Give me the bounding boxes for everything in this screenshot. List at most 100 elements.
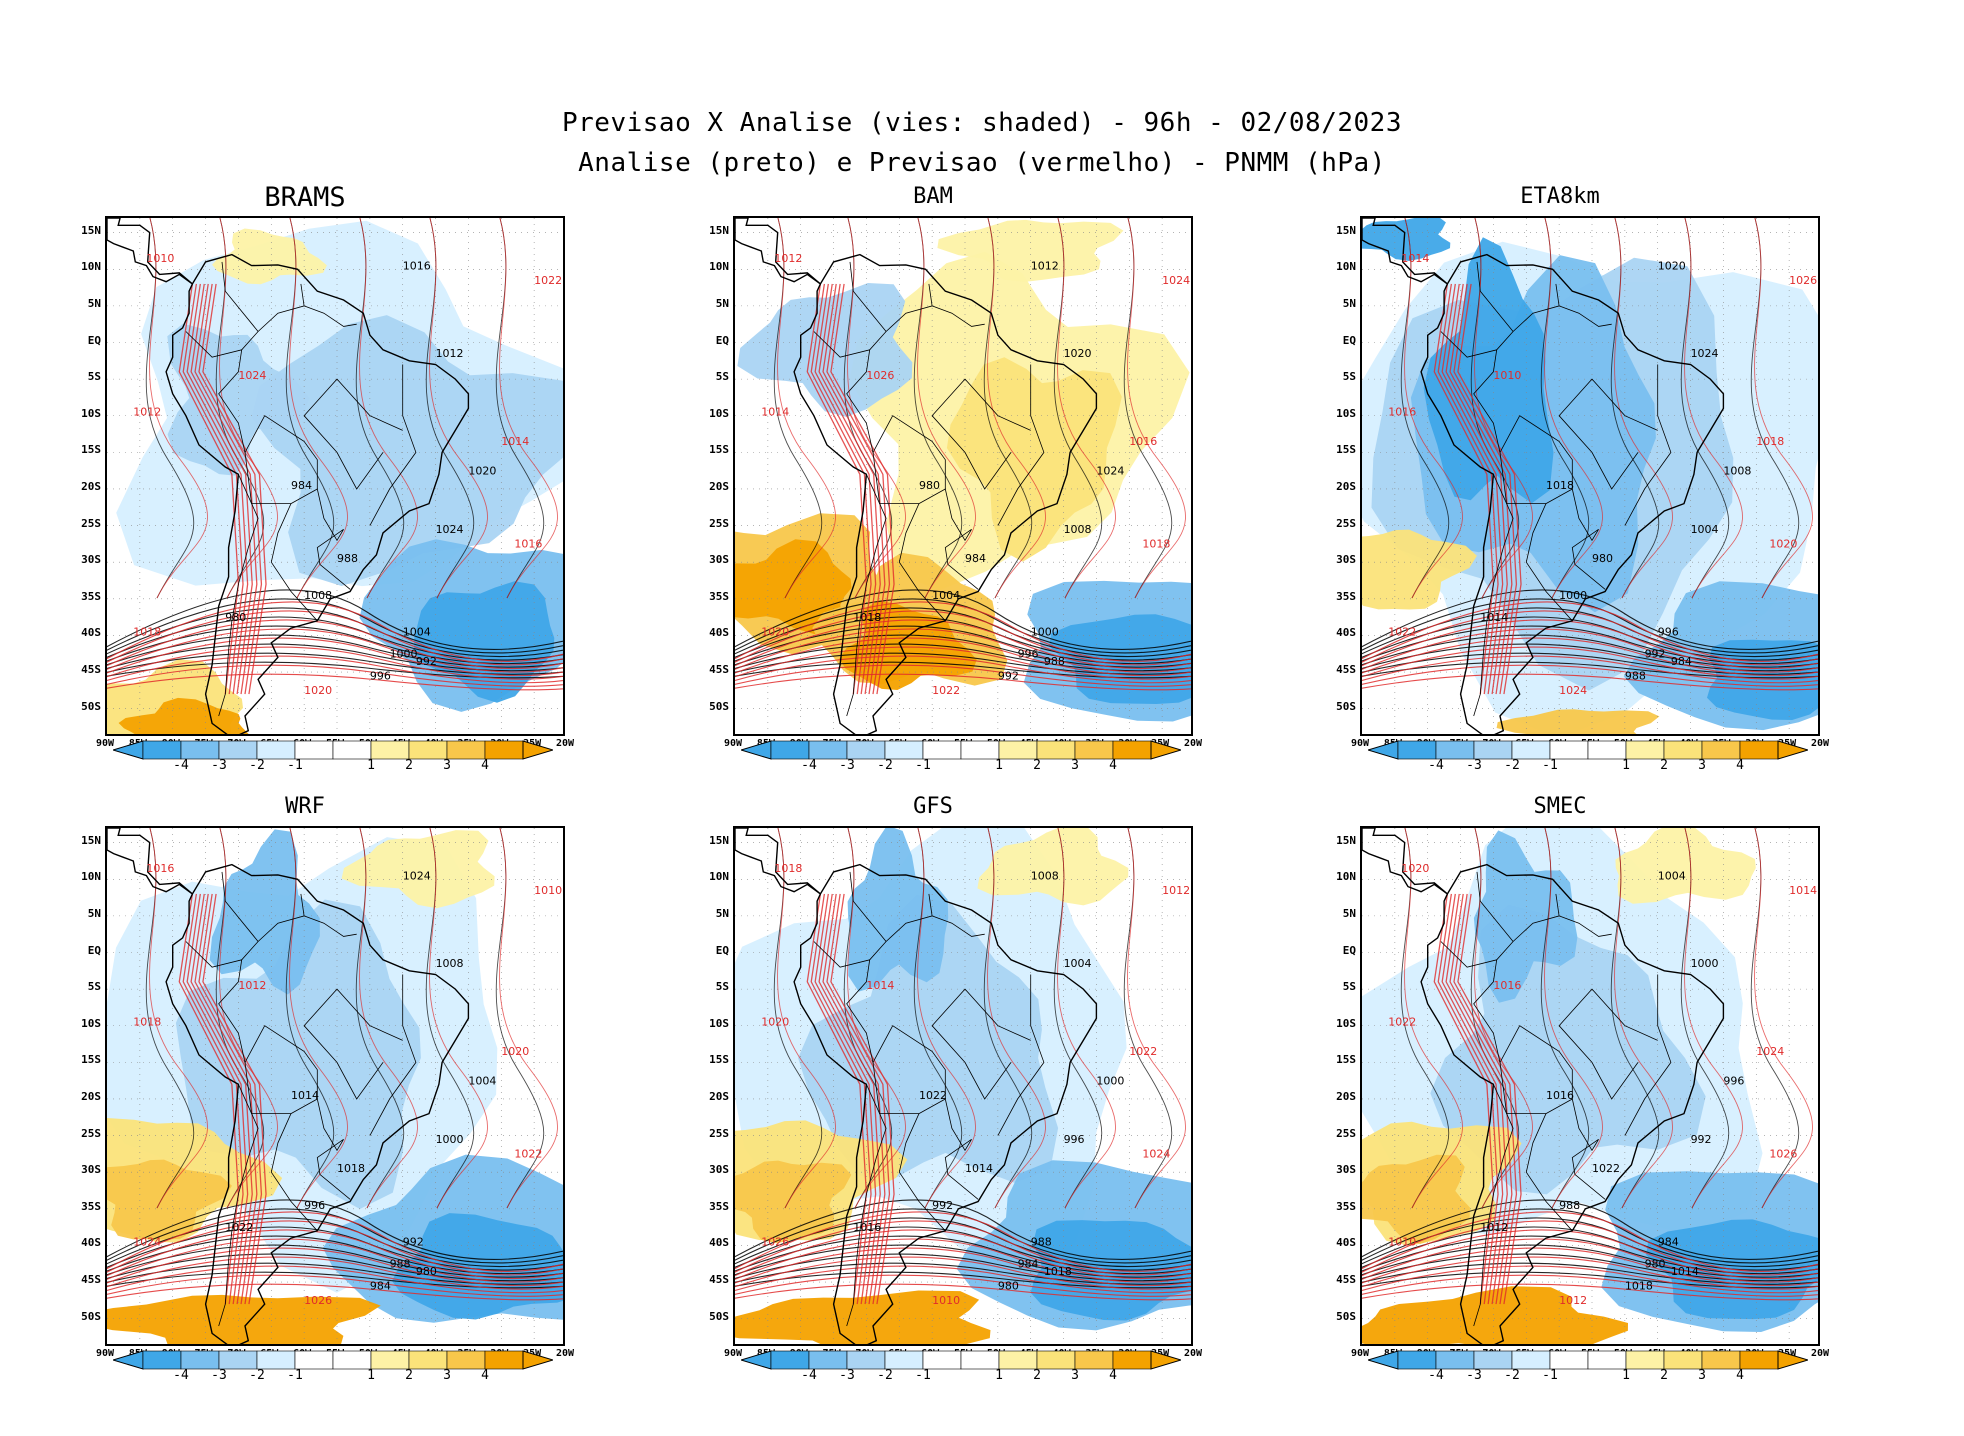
andes-forecast-isobar (202, 893, 267, 1305)
y-tick-label: 35S (709, 589, 729, 603)
andes-forecast-isobar (1457, 893, 1522, 1305)
forecast-contour-label: 1020 (1769, 538, 1797, 551)
x-tick-label: 20W (555, 738, 575, 749)
colorbar-tick-label: -3 (839, 1368, 855, 1383)
colorbar-tick-label: 3 (1698, 1368, 1706, 1383)
analysis-contour-label: 988 (1559, 1199, 1580, 1212)
colorbar-segment (1036, 1350, 1076, 1370)
analysis-contour-label: 996 (1018, 647, 1039, 660)
country-border (1558, 988, 1658, 1100)
colorbar-right-arrow (522, 740, 553, 760)
x-tick-label: 90W (95, 1348, 115, 1359)
forecast-isobar (735, 1220, 1191, 1276)
forecast-isobar (735, 1238, 1191, 1283)
forecast-contour-label: 1014 (1401, 252, 1429, 265)
analysis-isobar (107, 1208, 563, 1264)
analysis-contour-label: 1024 (436, 523, 464, 536)
forecast-contour-label: 1020 (761, 1016, 789, 1029)
colorbar-tick-label: 1 (1622, 1368, 1630, 1383)
bias-shading-area (167, 323, 310, 476)
x-tick-label: 20W (1810, 738, 1830, 749)
andes-forecast-isobar (1445, 283, 1508, 695)
colorbar-tick-label: 1 (367, 758, 375, 773)
country-border (1473, 1084, 1514, 1327)
x-tick-label: 20W (1810, 1348, 1830, 1359)
forecast-isobar (1127, 218, 1186, 599)
forecast-contour-label: 1014 (866, 979, 894, 992)
y-tick-label: EQ (87, 333, 101, 347)
forecast-contour-label: 1024 (1559, 684, 1587, 697)
map-plot: 1020 1024 1008 1004 1000 996 992 988 984 980 1018 1… (1362, 218, 1818, 734)
forecast-contour-label: 1012 (774, 252, 802, 265)
forecast-contour-label: 1026 (761, 1235, 789, 1248)
map-frame: 1020 1024 1008 1004 1000 996 992 988 984 980 1018 1… (1360, 216, 1820, 736)
bias-shading-area (1615, 828, 1756, 904)
map-plot: 1012 1020 1024 1008 1004 1000 996 992 988 984 980 1… (735, 218, 1191, 734)
colorbar-tick-label: 3 (1071, 1368, 1079, 1383)
forecast-isobar (359, 828, 418, 1209)
forecast-contour-label: 1012 (1162, 884, 1190, 897)
analysis-isobar (735, 1235, 1191, 1275)
y-tick-label: 5N (715, 906, 729, 920)
y-tick-label: 5N (87, 906, 101, 920)
forecast-isobar (107, 601, 563, 662)
forecast-isobar (735, 1229, 1191, 1280)
y-tick-label: 5S (715, 370, 729, 384)
colorbar-tick-label: 3 (1071, 758, 1079, 773)
x-tick-label: 90W (723, 1348, 743, 1359)
analysis-isobar (1362, 1199, 1818, 1260)
analysis-contour-label: 1008 (1064, 523, 1092, 536)
andes-forecast-isobar (830, 893, 895, 1305)
andes-forecast-isobar (178, 893, 240, 1305)
forecast-contour-label: 1022 (932, 684, 960, 697)
analysis-contour-label: 996 (1658, 625, 1679, 638)
country-border (303, 988, 403, 1100)
analysis-contour-label: 992 (932, 1199, 953, 1212)
colorbar-segment (218, 1350, 258, 1370)
y-tick-label: 20S (709, 479, 729, 493)
country-border (1476, 871, 1514, 942)
analysis-isobar (107, 1271, 563, 1289)
analysis-isobar (1362, 1208, 1818, 1264)
analysis-isobar (107, 1235, 563, 1275)
forecast-isobar (735, 1283, 1191, 1301)
colorbar-right-arrow (1150, 740, 1181, 760)
colorbar-segment (1663, 1350, 1703, 1370)
y-tick-label: 25S (1336, 516, 1356, 530)
analysis-contour-label: 984 (1018, 1257, 1039, 1270)
andes-forecast-isobar (810, 893, 872, 1305)
y-tick-label: 30S (709, 1163, 729, 1177)
colorbar-tick-label: -1 (1542, 758, 1558, 773)
colorbar-segment (1112, 740, 1152, 760)
country-border (290, 488, 351, 590)
andes-forecast-isobar (182, 283, 244, 695)
colorbar-tick-label: -3 (839, 758, 855, 773)
bias-shading-area (937, 219, 1124, 282)
andes-forecast-isobar (810, 283, 872, 695)
forecast-isobar (107, 673, 563, 691)
forecast-isobar (1362, 664, 1818, 687)
forecast-contour-label: 1018 (133, 1016, 161, 1029)
analysis-contour-label: 996 (1723, 1074, 1744, 1087)
colorbar-segment (1587, 1350, 1627, 1370)
colorbar-tick-label: -2 (877, 758, 893, 773)
colorbar-tick-label: 4 (481, 1368, 489, 1383)
panel-bam: BAM 1012 1020 1024 1008 1004 1000 996 992 988 984 9… (703, 184, 1202, 773)
andes-forecast-isobar (1445, 893, 1508, 1305)
y-tick-label: 15N (709, 223, 729, 237)
forecast-isobar (735, 1256, 1191, 1290)
y-tick-label: 15S (81, 1053, 101, 1067)
forecast-isobar (1544, 828, 1603, 1209)
country-border (185, 331, 246, 453)
forecast-contour-label: 1016 (146, 862, 174, 875)
colorbar-segment (370, 1350, 410, 1370)
y-tick-label: 15N (81, 833, 101, 847)
colorbar-tick-label: -4 (1428, 758, 1444, 773)
analysis-contour-label: 1000 (1559, 589, 1587, 602)
country-border (1473, 474, 1514, 717)
colorbar-segment (180, 740, 220, 760)
andes-forecast-isobar (1457, 283, 1522, 695)
forecast-contour-label: 1022 (514, 1148, 542, 1161)
y-tick-label: 50S (709, 699, 729, 713)
analysis-contour-label: 1014 (1480, 611, 1508, 624)
